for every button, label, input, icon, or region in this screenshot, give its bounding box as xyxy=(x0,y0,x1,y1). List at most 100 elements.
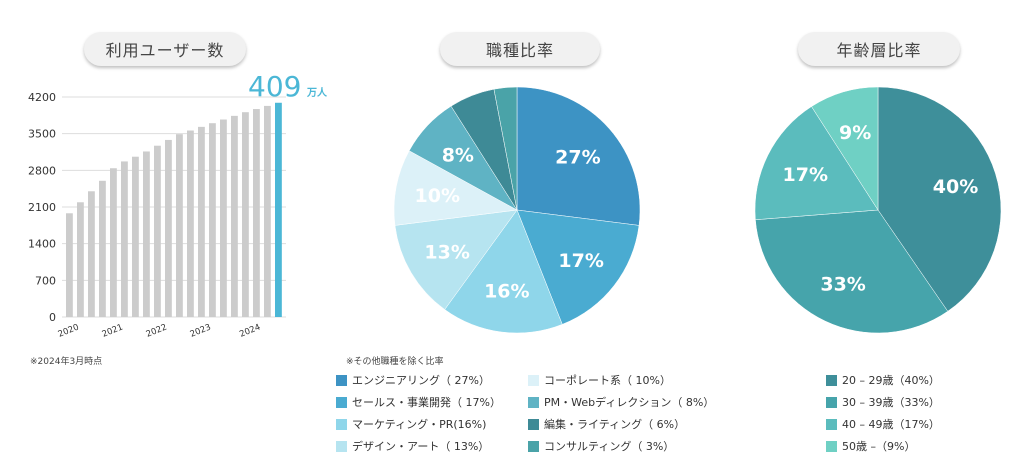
bar xyxy=(187,130,194,317)
legend-swatch xyxy=(528,374,539,386)
slice-label: 10% xyxy=(415,185,460,207)
legend-label: 20 – 29歳（40%） xyxy=(842,374,940,387)
legend-item: 20 – 29歳（40%） xyxy=(826,372,940,388)
legend-swatch xyxy=(826,396,837,408)
bar xyxy=(132,156,139,317)
legend-item: 30 – 39歳（33%） xyxy=(826,394,940,410)
bar xyxy=(77,202,84,317)
x-tick-label: 2020 xyxy=(57,322,81,339)
slice-label: 33% xyxy=(820,273,865,295)
legend-swatch xyxy=(528,396,539,408)
legend-item: セールス・事業開発（ 17%） xyxy=(336,394,501,410)
y-tick-label: 1400 xyxy=(28,238,56,251)
legend-swatch xyxy=(336,440,347,452)
y-tick-label: 4200 xyxy=(28,91,56,104)
y-tick-label: 3500 xyxy=(28,128,56,141)
age-pie-chart: 40% 33% 17% 9% xyxy=(754,86,1002,334)
job-legend: エンジニアリング（ 27%） セールス・事業開発（ 17%） マーケティング・PR(… xyxy=(336,372,756,472)
x-tick-label: 2024 xyxy=(238,322,262,339)
legend-item: 編集・ライティング（ 6%） xyxy=(528,416,685,432)
job-title: 職種比率 xyxy=(440,32,600,66)
pie-slice xyxy=(394,209,518,310)
pie-slice xyxy=(754,106,879,221)
pie-slice xyxy=(755,209,949,334)
legend-label: コンサルティング（ 3%） xyxy=(544,440,675,453)
bar xyxy=(253,109,260,317)
legend-item: デザイン・アート（ 13%） xyxy=(336,438,489,454)
users-note: ※2024年3月時点 xyxy=(30,357,103,367)
legend-item: PM・Webディレクション（ 8%） xyxy=(528,394,714,410)
legend-item: コンサルティング（ 3%） xyxy=(528,438,674,454)
x-tick-label: 2021 xyxy=(101,322,125,339)
bar xyxy=(99,180,106,317)
bar xyxy=(198,126,205,317)
slice-label: 27% xyxy=(555,146,600,168)
legend-label: 30 – 39歳（33%） xyxy=(842,396,940,409)
bar xyxy=(242,112,249,317)
legend-item: マーケティング・PR(16%) xyxy=(336,416,486,432)
bar xyxy=(176,134,183,317)
y-tick-label: 2800 xyxy=(28,164,56,177)
bar xyxy=(264,105,271,318)
age-title: 年齢層比率 xyxy=(798,32,960,66)
legend-swatch xyxy=(336,418,347,430)
users-title: 利用ユーザー数 xyxy=(84,32,246,66)
pie-slice xyxy=(516,86,641,226)
pie-slice xyxy=(393,150,518,226)
pie-slice xyxy=(516,209,640,325)
slice-label: 8% xyxy=(442,144,474,166)
highlight-value: 409 xyxy=(248,70,301,103)
age-legend: 20 – 29歳（40%） 30 – 39歳（33%） 40 – 49歳（17%） 5… xyxy=(826,372,1006,472)
slice-label: 17% xyxy=(783,164,828,186)
bar xyxy=(66,213,73,317)
bar xyxy=(231,115,238,317)
legend-swatch xyxy=(826,418,837,430)
legend-swatch xyxy=(528,440,539,452)
legend-swatch xyxy=(826,374,837,386)
job-pie-chart: 27% 17% 16% 13% 10% 8% xyxy=(393,86,641,334)
bar xyxy=(121,161,128,317)
legend-label: 編集・ライティング（ 6%） xyxy=(544,418,686,431)
bar xyxy=(220,119,227,318)
legend-item: 50歳 –（9%） xyxy=(826,438,915,454)
bar xyxy=(165,139,172,317)
bar xyxy=(88,191,95,317)
legend-label: マーケティング・PR(16%) xyxy=(352,418,487,431)
legend-swatch xyxy=(336,374,347,386)
legend-swatch xyxy=(826,440,837,452)
slice-label: 40% xyxy=(933,176,978,198)
slice-label: 13% xyxy=(424,241,469,263)
legend-label: PM・Webディレクション（ 8%） xyxy=(544,396,715,409)
legend-label: コーポレート系（ 10%） xyxy=(544,374,671,387)
bar xyxy=(110,168,117,317)
legend-label: エンジニアリング（ 27%） xyxy=(352,374,490,387)
legend-item: エンジニアリング（ 27%） xyxy=(336,372,490,388)
legend-swatch xyxy=(528,418,539,430)
highlight-unit: 万人 xyxy=(306,86,328,99)
pie-slice xyxy=(877,86,1002,312)
pie-slice xyxy=(493,86,518,211)
legend-label: 50歳 –（9%） xyxy=(842,440,916,453)
legend-label: 40 – 49歳（17%） xyxy=(842,418,940,431)
pie-slice xyxy=(811,86,879,211)
legend-label: デザイン・アート（ 13%） xyxy=(352,440,490,453)
slice-label: 17% xyxy=(558,250,603,272)
slice-label: 16% xyxy=(484,281,529,303)
y-tick-label: 0 xyxy=(49,311,56,324)
job-note: ※その他職種を除く比率 xyxy=(346,357,444,367)
legend-item: コーポレート系（ 10%） xyxy=(528,372,671,388)
legend-item: 40 – 49歳（17%） xyxy=(826,416,940,432)
slice-label: 9% xyxy=(839,122,871,144)
y-tick-label: 2100 xyxy=(28,201,56,214)
pie-slice xyxy=(444,209,563,334)
x-tick-label: 2023 xyxy=(189,322,213,339)
bar xyxy=(209,123,216,317)
bar xyxy=(154,145,161,317)
x-tick-label: 2022 xyxy=(145,322,169,339)
bar xyxy=(143,151,150,317)
legend-swatch xyxy=(336,396,347,408)
y-tick-label: 700 xyxy=(35,274,56,287)
bar-latest xyxy=(275,102,282,317)
legend-label: セールス・事業開発（ 17%） xyxy=(352,396,501,409)
